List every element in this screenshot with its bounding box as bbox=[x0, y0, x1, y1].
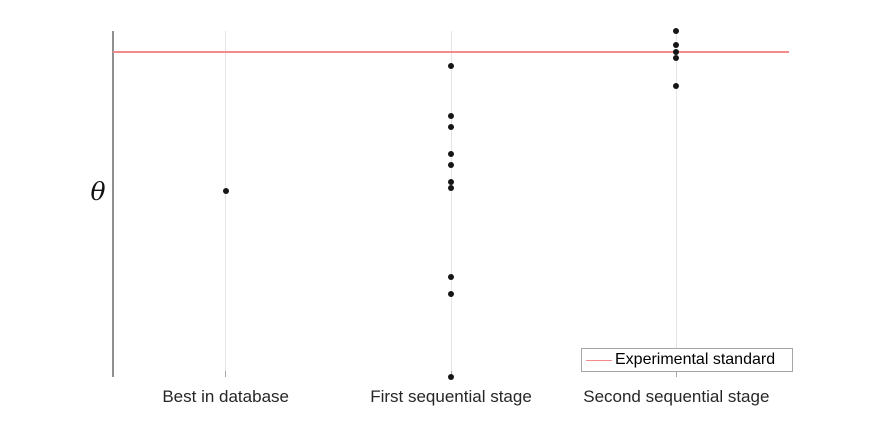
category-gridline bbox=[675, 31, 677, 377]
data-point bbox=[673, 41, 680, 48]
category-gridline bbox=[450, 31, 452, 377]
category-label: First sequential stage bbox=[370, 387, 532, 406]
legend-box: Experimental standard bbox=[581, 348, 793, 372]
y-axis-line bbox=[112, 31, 114, 377]
data-point bbox=[448, 62, 454, 69]
data-point bbox=[448, 290, 454, 297]
data-point bbox=[448, 185, 454, 192]
data-point bbox=[673, 49, 680, 56]
data-point bbox=[448, 161, 454, 168]
data-point bbox=[673, 83, 680, 89]
data-point bbox=[673, 28, 680, 34]
category-gridline bbox=[225, 31, 227, 377]
reference-line bbox=[113, 51, 789, 53]
category-label: Second sequential stage bbox=[583, 387, 770, 406]
data-point bbox=[448, 150, 454, 157]
data-point bbox=[448, 274, 454, 280]
data-point bbox=[448, 123, 454, 130]
data-point bbox=[448, 374, 454, 380]
y-axis-label: θ bbox=[90, 177, 106, 206]
data-point bbox=[222, 187, 229, 194]
x-axis-tick bbox=[225, 371, 227, 377]
data-point bbox=[448, 178, 454, 185]
data-point bbox=[448, 113, 454, 120]
category-label: Best in database bbox=[162, 387, 289, 406]
data-point bbox=[673, 54, 680, 61]
legend-line-sample-icon bbox=[586, 359, 612, 361]
x-axis-tick bbox=[675, 371, 677, 377]
legend-label: Experimental standard bbox=[615, 351, 776, 368]
